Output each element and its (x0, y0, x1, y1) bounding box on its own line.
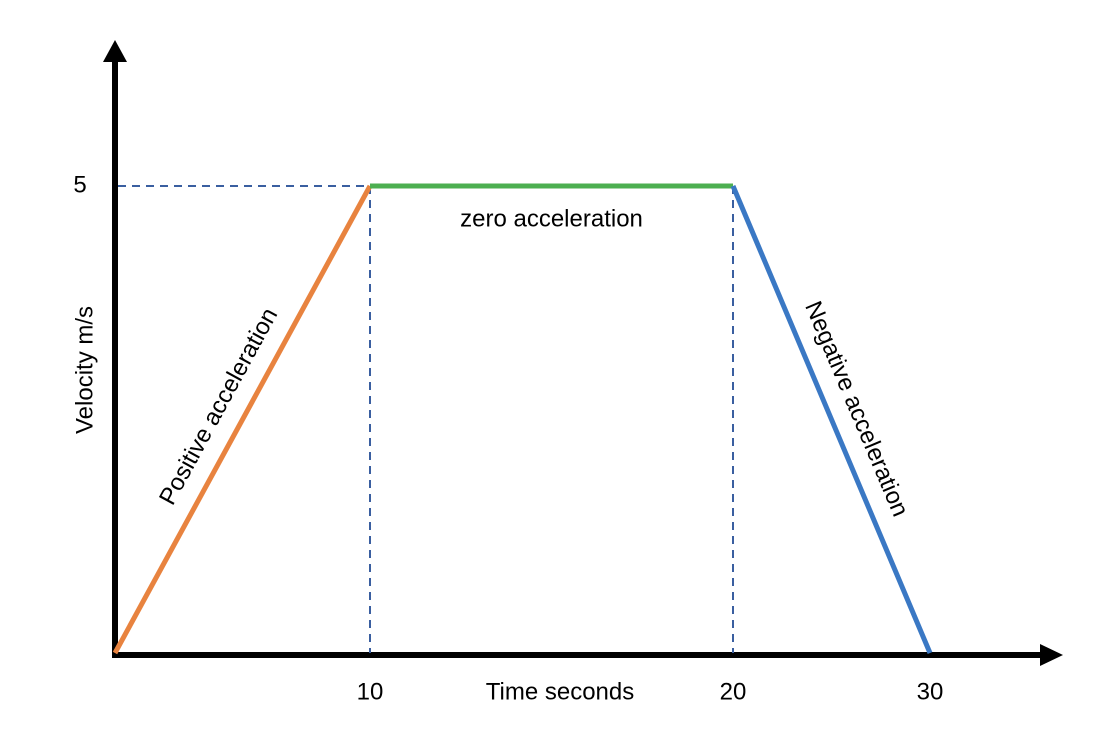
y-tick-label: 5 (73, 171, 86, 198)
x-axis-label: Time seconds (486, 678, 635, 705)
series-label: Positive acceleration (154, 303, 283, 509)
x-axis-arrow (1040, 644, 1063, 666)
y-axis-label: Velocity m/s (71, 306, 98, 434)
series-line (112, 184, 373, 655)
x-tick-label: 10 (357, 678, 384, 705)
series-label: zero acceleration (460, 205, 643, 232)
x-tick-label: 30 (917, 678, 944, 705)
series-label: Negative acceleration (799, 297, 914, 520)
y-axis-arrow (103, 40, 127, 62)
x-tick-label: 20 (720, 678, 747, 705)
series-line (730, 185, 933, 654)
